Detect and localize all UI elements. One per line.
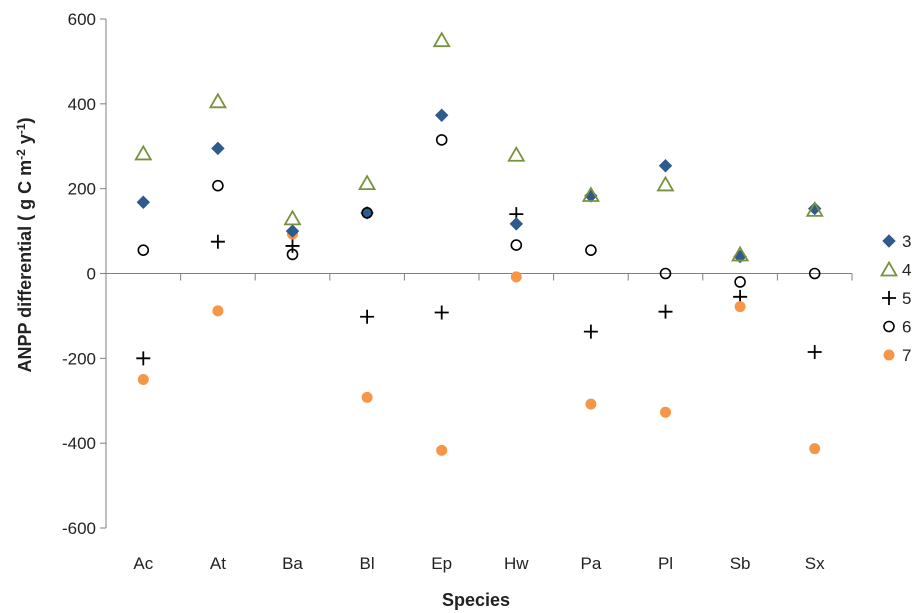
legend-label: 7 bbox=[902, 346, 911, 365]
data-point bbox=[879, 260, 899, 277]
data-point bbox=[658, 304, 673, 319]
axes bbox=[100, 18, 853, 529]
data-point bbox=[507, 145, 526, 162]
x-tick-label: Bl bbox=[360, 554, 375, 573]
data-point bbox=[805, 201, 824, 217]
data-point bbox=[134, 144, 153, 161]
legend-label: 5 bbox=[902, 289, 911, 308]
data-point bbox=[208, 92, 227, 109]
data-point bbox=[509, 217, 524, 231]
data-point bbox=[585, 244, 597, 256]
legend-label: 4 bbox=[902, 261, 911, 280]
legend-label: 6 bbox=[902, 318, 911, 337]
data-point bbox=[807, 344, 822, 359]
data-point bbox=[435, 134, 448, 146]
x-tick-label: Ba bbox=[282, 554, 303, 573]
x-tick-label: Ac bbox=[133, 554, 153, 573]
data-point bbox=[361, 207, 373, 219]
y-tick-label: -200 bbox=[62, 349, 96, 368]
x-tick-labels: Ac At Ba Bl Ep Hw Pa Pl Sb Sx bbox=[133, 554, 825, 573]
data-point bbox=[656, 175, 675, 192]
data-point bbox=[136, 351, 151, 366]
data-point bbox=[731, 245, 750, 262]
y-axis-title: ANPP differential ( g C m-2 y-1) bbox=[14, 117, 35, 372]
y-tick-label: -400 bbox=[62, 434, 96, 453]
data-point bbox=[434, 305, 449, 320]
data-point bbox=[211, 141, 225, 156]
data-point bbox=[734, 276, 746, 288]
x-tick-label: Pa bbox=[581, 554, 602, 573]
y-tick-label: 400 bbox=[68, 95, 96, 114]
data-point bbox=[210, 234, 225, 249]
data-point bbox=[510, 239, 523, 251]
x-tick-label: Ep bbox=[431, 554, 452, 573]
data-point bbox=[734, 301, 746, 313]
data-point bbox=[212, 179, 224, 192]
y-tick-label: 200 bbox=[68, 180, 96, 199]
x-tick-label: Hw bbox=[504, 554, 529, 573]
x-tick-label: Pl bbox=[658, 554, 673, 573]
data-point bbox=[285, 224, 300, 238]
data-points bbox=[134, 31, 824, 456]
data-point bbox=[583, 324, 598, 339]
y-tick-labels: -600 -400 -200 0 200 400 600 bbox=[62, 10, 96, 538]
data-point bbox=[585, 398, 597, 410]
data-point bbox=[510, 271, 522, 283]
y-tick-label: 0 bbox=[87, 265, 96, 284]
data-point bbox=[659, 267, 672, 280]
x-tick-label: Sb bbox=[730, 554, 751, 573]
data-point bbox=[136, 195, 151, 209]
data-point bbox=[137, 244, 150, 256]
x-axis-title: Species bbox=[442, 590, 510, 610]
data-point bbox=[360, 309, 375, 324]
data-point bbox=[882, 234, 896, 248]
data-point bbox=[883, 320, 895, 333]
legend-label: 3 bbox=[902, 232, 911, 251]
data-point bbox=[808, 267, 821, 280]
data-point bbox=[581, 186, 600, 202]
data-point bbox=[660, 406, 671, 418]
legend: 3 4 5 6 7 bbox=[879, 232, 911, 365]
y-tick-label: -600 bbox=[62, 519, 96, 538]
data-point bbox=[436, 444, 448, 456]
data-point bbox=[137, 374, 149, 386]
data-point bbox=[286, 248, 299, 261]
y-tick-label: 600 bbox=[68, 10, 96, 29]
data-point bbox=[432, 31, 451, 48]
data-point bbox=[807, 201, 822, 216]
data-point bbox=[285, 238, 300, 253]
data-point bbox=[434, 108, 449, 122]
data-point bbox=[283, 209, 302, 226]
data-point bbox=[883, 349, 895, 361]
x-tick-label: Sx bbox=[805, 554, 825, 573]
data-point bbox=[658, 159, 673, 173]
data-point bbox=[212, 305, 224, 317]
x-tick-label: At bbox=[210, 554, 226, 573]
data-point bbox=[882, 291, 896, 305]
data-point bbox=[361, 391, 373, 403]
data-point bbox=[358, 174, 377, 191]
data-point bbox=[809, 443, 821, 455]
